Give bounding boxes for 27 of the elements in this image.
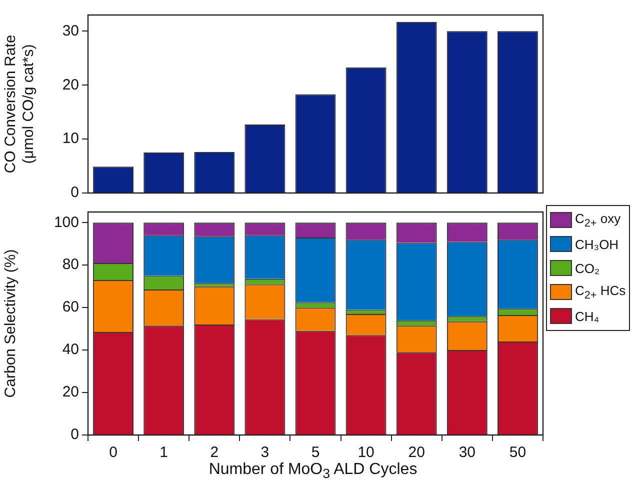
y-axis-title: CO Conversion Rate (μmol CO/g cat*s) <box>2 34 38 174</box>
y-tick-label: 100 <box>54 214 79 231</box>
x-axis-title: Number of MoO$_{3}$ ALD Cycles <box>208 461 418 482</box>
y-tick-label: 40 <box>62 341 79 358</box>
x-tick-label: 50 <box>509 444 526 462</box>
legend-label: C$_{2+}$ HCs <box>575 282 626 302</box>
y-tick-label: 60 <box>62 298 79 316</box>
text: CH₄ <box>575 308 600 324</box>
y-tick-label: 10 <box>62 130 79 148</box>
x-tick-label: 1 <box>160 444 168 462</box>
x-tick-label: 30 <box>458 444 476 462</box>
y-axis-title: Carbon Selectivity (%) <box>2 249 20 398</box>
x-tick-label: 2 <box>210 444 219 462</box>
y-tick-label: 20 <box>62 76 79 94</box>
legend-label: CH₃OH <box>575 236 619 252</box>
x-tick-label: 10 <box>358 444 374 462</box>
legend-label: CO₂ <box>575 260 600 276</box>
x-tick-label: 3 <box>260 444 270 462</box>
y-tick-label: 20 <box>62 384 79 401</box>
y-tick-label: 80 <box>62 256 79 274</box>
x-tick-label: 5 <box>311 444 320 462</box>
x-tick-label: 0 <box>109 444 118 462</box>
y-tick-label: 0 <box>70 184 79 202</box>
y-tick-label: 30 <box>62 22 79 40</box>
legend-label: C$_{2+}$ oxy <box>575 210 621 230</box>
x-tick-label: 20 <box>408 444 425 462</box>
y-tick-label: 0 <box>70 426 79 444</box>
